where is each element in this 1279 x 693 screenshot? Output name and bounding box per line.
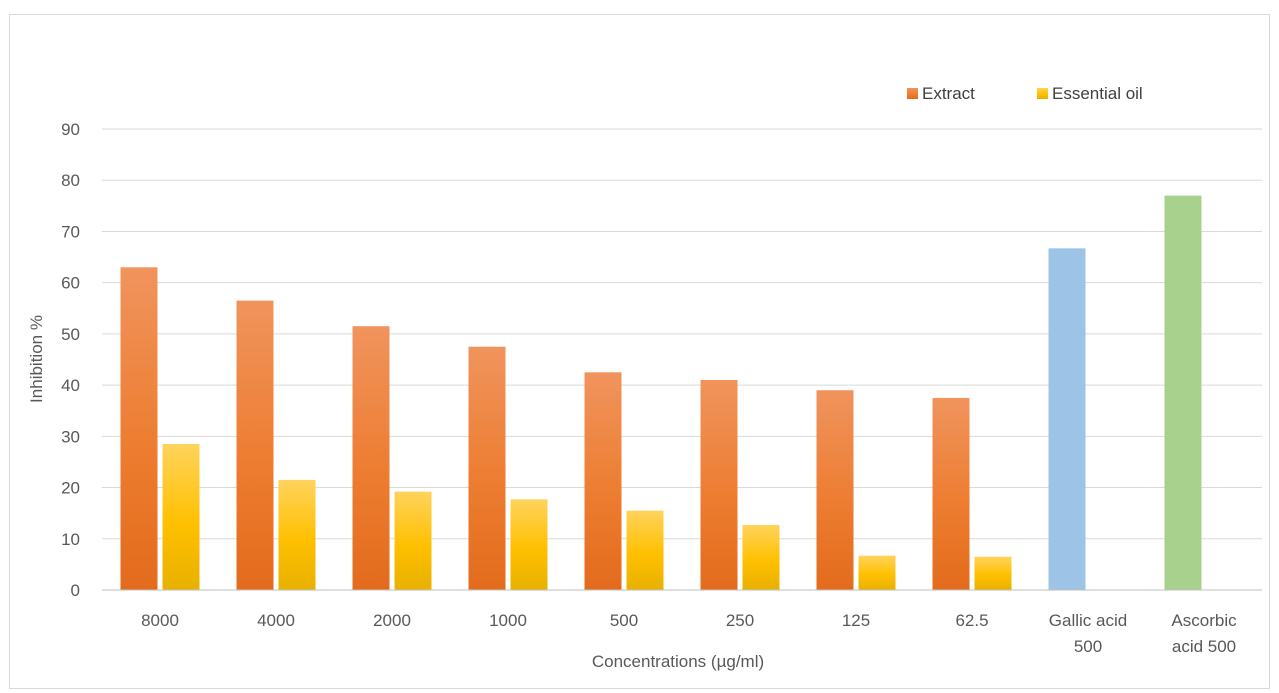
bar-ascorbic-acid xyxy=(1164,195,1202,591)
legend-label-extract: Extract xyxy=(922,84,975,103)
gridlines xyxy=(102,128,1262,540)
bar-extract xyxy=(120,267,158,590)
legend-swatch-essential-oil xyxy=(1037,88,1048,99)
bar-gallic-acid xyxy=(1048,248,1086,590)
bar-extract xyxy=(700,379,738,590)
y-tick-label: 80 xyxy=(61,171,80,190)
bar-essential-oil xyxy=(858,555,896,590)
bar-extract xyxy=(816,390,854,590)
x-tick-label: 500 xyxy=(610,611,638,630)
x-tick-label: Gallic acid xyxy=(1049,611,1127,630)
y-axis-ticks: 0 10 20 30 40 50 60 70 80 90 xyxy=(61,120,80,600)
x-tick-label: 125 xyxy=(842,611,870,630)
y-tick-label: 20 xyxy=(61,479,80,498)
x-tick-label: acid 500 xyxy=(1172,637,1236,656)
y-tick-label: 50 xyxy=(61,325,80,344)
y-tick-label: 70 xyxy=(61,222,80,241)
bar-essential-oil xyxy=(742,524,780,590)
y-axis-title: Inhibition % xyxy=(27,315,46,403)
y-tick-label: 60 xyxy=(61,274,80,293)
bars xyxy=(120,195,1202,591)
y-tick-label: 0 xyxy=(71,581,80,600)
x-tick-label: 250 xyxy=(726,611,754,630)
x-tick-label: 500 xyxy=(1074,637,1102,656)
x-tick-label: 1000 xyxy=(489,611,527,630)
x-axis-title: Concentrations (µg/ml) xyxy=(592,652,764,671)
bar-essential-oil xyxy=(510,499,548,590)
bar-extract xyxy=(236,300,274,590)
x-tick-label: Ascorbic xyxy=(1171,611,1237,630)
legend: Extract Essential oil xyxy=(907,84,1143,103)
bar-essential-oil xyxy=(162,444,200,590)
bar-essential-oil xyxy=(278,479,316,590)
bar-extract xyxy=(932,397,970,590)
bar-essential-oil xyxy=(626,510,664,590)
bar-extract xyxy=(468,346,506,590)
bar-extract xyxy=(352,326,390,590)
y-tick-label: 90 xyxy=(61,120,80,139)
x-tick-label: 62.5 xyxy=(955,611,988,630)
bar-essential-oil xyxy=(974,556,1012,590)
legend-label-essential-oil: Essential oil xyxy=(1052,84,1143,103)
legend-swatch-extract xyxy=(907,88,918,99)
x-axis-ticks: 8000 4000 2000 1000 500 250 125 62.5 Gallic acid… xyxy=(141,611,1237,656)
bar-extract xyxy=(584,372,622,590)
y-tick-label: 40 xyxy=(61,376,80,395)
x-tick-label: 4000 xyxy=(257,611,295,630)
x-tick-label: 2000 xyxy=(373,611,411,630)
bar-essential-oil xyxy=(394,491,432,590)
y-tick-label: 10 xyxy=(61,530,80,549)
x-tick-label: 8000 xyxy=(141,611,179,630)
y-tick-label: 30 xyxy=(61,427,80,446)
